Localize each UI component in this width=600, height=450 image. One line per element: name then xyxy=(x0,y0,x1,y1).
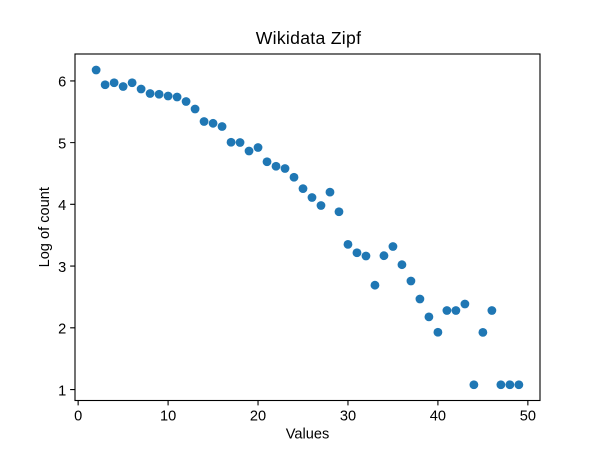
svg-text:2: 2 xyxy=(58,322,66,338)
svg-text:1: 1 xyxy=(58,383,66,399)
svg-text:30: 30 xyxy=(340,409,356,425)
svg-text:40: 40 xyxy=(430,409,446,425)
svg-text:5: 5 xyxy=(58,136,66,152)
svg-text:Log of count: Log of count xyxy=(37,187,53,267)
svg-text:Wikidata Zipf: Wikidata Zipf xyxy=(256,28,362,48)
svg-text:10: 10 xyxy=(160,409,176,425)
svg-text:50: 50 xyxy=(520,409,536,425)
svg-text:6: 6 xyxy=(58,75,66,91)
svg-text:Values: Values xyxy=(286,426,330,442)
svg-text:3: 3 xyxy=(58,260,66,276)
svg-text:4: 4 xyxy=(58,198,66,214)
svg-text:20: 20 xyxy=(250,409,266,425)
svg-text:0: 0 xyxy=(74,409,82,425)
